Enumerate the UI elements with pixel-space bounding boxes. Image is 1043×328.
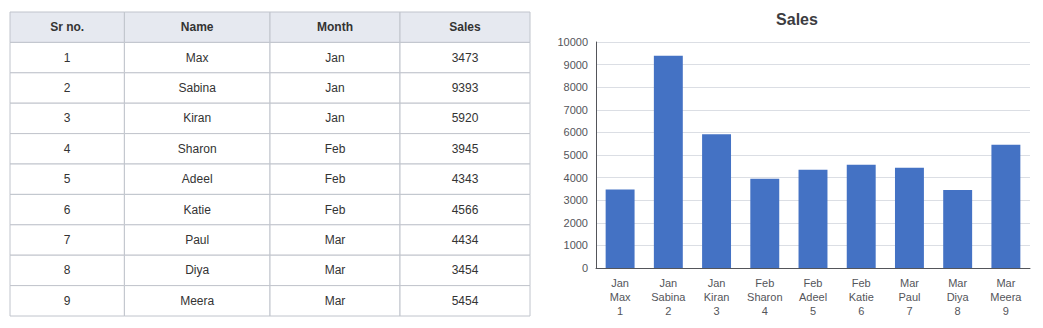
svg-text:7: 7: [64, 233, 71, 247]
svg-text:6: 6: [858, 305, 864, 317]
svg-text:Mar: Mar: [325, 263, 346, 277]
svg-text:5: 5: [64, 172, 71, 186]
svg-text:2000: 2000: [564, 217, 588, 229]
svg-text:3: 3: [713, 305, 719, 317]
svg-text:3: 3: [64, 111, 71, 125]
svg-text:1: 1: [64, 51, 71, 65]
svg-text:Feb: Feb: [804, 277, 823, 289]
svg-text:9393: 9393: [452, 81, 479, 95]
svg-text:9: 9: [64, 294, 71, 308]
svg-text:Kiran: Kiran: [183, 111, 211, 125]
svg-text:Sabina: Sabina: [179, 81, 217, 95]
svg-text:4343: 4343: [452, 172, 479, 186]
svg-text:Sr no.: Sr no.: [50, 20, 84, 34]
svg-text:Meera: Meera: [180, 294, 214, 308]
svg-text:Name: Name: [181, 20, 214, 34]
svg-text:Diya: Diya: [185, 263, 209, 277]
svg-text:3473: 3473: [452, 51, 479, 65]
svg-text:Jan: Jan: [325, 81, 344, 95]
svg-text:7: 7: [906, 305, 912, 317]
svg-text:0: 0: [582, 262, 588, 274]
svg-text:Mar: Mar: [325, 294, 346, 308]
svg-text:Sabina: Sabina: [651, 291, 686, 303]
svg-text:5454: 5454: [452, 294, 479, 308]
svg-text:10000: 10000: [557, 36, 588, 48]
svg-text:Sharon: Sharon: [747, 291, 782, 303]
svg-text:Katie: Katie: [849, 291, 874, 303]
svg-text:8: 8: [64, 263, 71, 277]
svg-text:Jan: Jan: [325, 111, 344, 125]
svg-text:Jan: Jan: [708, 277, 726, 289]
svg-text:Mar: Mar: [325, 233, 346, 247]
svg-text:Meera: Meera: [990, 291, 1022, 303]
svg-text:5: 5: [810, 305, 816, 317]
svg-text:3000: 3000: [564, 194, 588, 206]
svg-text:Feb: Feb: [325, 142, 346, 156]
svg-text:8: 8: [955, 305, 961, 317]
svg-text:7000: 7000: [564, 104, 588, 116]
svg-text:Max: Max: [610, 291, 631, 303]
svg-text:Sales: Sales: [776, 11, 818, 28]
svg-text:Jan: Jan: [325, 51, 344, 65]
svg-text:Jan: Jan: [611, 277, 629, 289]
svg-text:1000: 1000: [564, 239, 588, 251]
svg-text:8000: 8000: [564, 81, 588, 93]
svg-text:5920: 5920: [452, 111, 479, 125]
svg-text:3454: 3454: [452, 263, 479, 277]
svg-text:2: 2: [665, 305, 671, 317]
svg-text:Mar: Mar: [996, 277, 1015, 289]
svg-text:Mar: Mar: [948, 277, 967, 289]
svg-text:Jan: Jan: [659, 277, 677, 289]
svg-text:4: 4: [762, 305, 768, 317]
svg-text:4000: 4000: [564, 172, 588, 184]
svg-text:Mar: Mar: [900, 277, 919, 289]
svg-text:Adeel: Adeel: [182, 172, 213, 186]
svg-text:Diya: Diya: [947, 291, 970, 303]
svg-text:9: 9: [1003, 305, 1009, 317]
svg-text:1: 1: [617, 305, 623, 317]
svg-text:9000: 9000: [564, 59, 588, 71]
svg-text:Sharon: Sharon: [178, 142, 217, 156]
svg-text:6: 6: [64, 203, 71, 217]
svg-text:Paul: Paul: [898, 291, 920, 303]
svg-text:4: 4: [64, 142, 71, 156]
svg-text:Feb: Feb: [325, 172, 346, 186]
svg-text:6000: 6000: [564, 126, 588, 138]
svg-text:3945: 3945: [452, 142, 479, 156]
svg-text:Max: Max: [186, 51, 209, 65]
svg-text:Sales: Sales: [449, 20, 481, 34]
svg-text:Paul: Paul: [185, 233, 209, 247]
svg-text:Feb: Feb: [852, 277, 871, 289]
svg-text:Katie: Katie: [184, 203, 212, 217]
svg-text:5000: 5000: [564, 149, 588, 161]
svg-text:2: 2: [64, 81, 71, 95]
svg-text:4566: 4566: [452, 203, 479, 217]
svg-text:Month: Month: [317, 20, 353, 34]
svg-text:4434: 4434: [452, 233, 479, 247]
svg-text:Feb: Feb: [755, 277, 774, 289]
svg-text:Feb: Feb: [325, 203, 346, 217]
svg-text:Kiran: Kiran: [704, 291, 730, 303]
svg-text:Adeel: Adeel: [799, 291, 827, 303]
